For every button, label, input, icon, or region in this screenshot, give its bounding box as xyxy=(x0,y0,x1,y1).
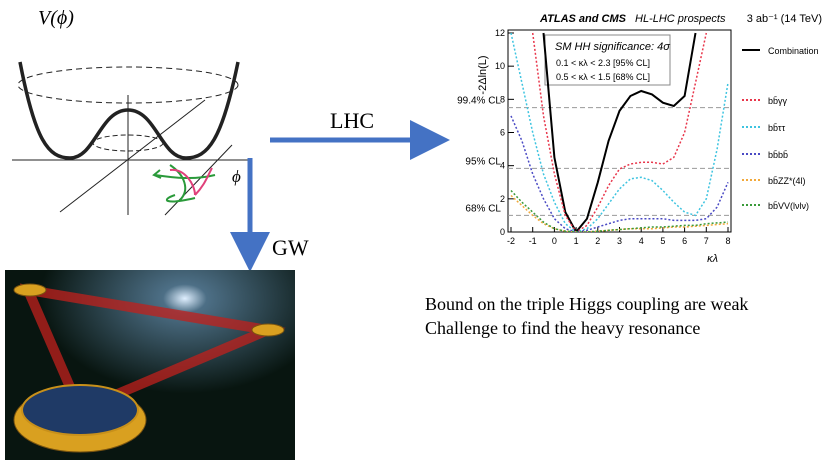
annotation: SM HH significance: 4σ xyxy=(555,41,670,53)
x-tick-label: -2 xyxy=(507,236,515,246)
x-axis-label: κλ xyxy=(707,253,718,265)
arrow-label: GW xyxy=(272,235,309,260)
potential-label: V(ϕ) xyxy=(38,7,74,29)
potential-curve xyxy=(20,62,238,158)
legend-label: Combination xyxy=(768,46,819,56)
x-tick-label: 5 xyxy=(660,236,665,246)
threshold-label: 95% CL xyxy=(465,156,501,167)
x-tick-label: 8 xyxy=(725,236,730,246)
x-tick-label: 2 xyxy=(595,236,600,246)
x-tick-label: 7 xyxy=(704,236,709,246)
legend-label: bb̄bb̄ xyxy=(768,150,788,160)
field-label: ϕ xyxy=(232,167,241,186)
series-line xyxy=(511,196,728,233)
annotation: 0.1 < κλ < 2.3 [95% CL] xyxy=(556,58,650,68)
legend-label: bb̄ZZ*(4l) xyxy=(768,176,806,186)
lisa-image xyxy=(5,270,295,460)
x-tick-label: 3 xyxy=(617,236,622,246)
luminosity: 3 ab⁻¹ (14 TeV) xyxy=(747,13,822,25)
y-tick-label: 4 xyxy=(500,161,505,171)
x-tick-label: 1 xyxy=(574,236,579,246)
threshold-label: 99.4% CL xyxy=(457,96,501,107)
spacecraft xyxy=(14,284,46,296)
y-tick-label: 12 xyxy=(495,28,505,38)
note: Challenge to find the heavy resonance xyxy=(425,318,700,338)
spacecraft xyxy=(252,324,284,336)
y-tick-label: 10 xyxy=(495,61,505,71)
legend-label: bb̄γγ xyxy=(768,96,788,106)
arrow-label: LHC xyxy=(330,108,374,133)
y-axis-label: -2Δln(L) xyxy=(477,55,489,94)
potential-sketch: V(ϕ) ϕ xyxy=(12,7,250,215)
slide: V(ϕ) ϕ LHC GW Bound on the triple Higgs … xyxy=(0,0,825,460)
y-tick-label: 0 xyxy=(500,227,505,237)
threshold-label: 68% CL xyxy=(465,203,501,214)
x-tick-label: 4 xyxy=(639,236,644,246)
legend-label: bb̄VV(lνlν) xyxy=(768,201,809,211)
annotation: 0.5 < κλ < 1.5 [68% CL] xyxy=(556,72,650,82)
y-tick-label: 2 xyxy=(500,194,505,204)
y-tick-label: 8 xyxy=(500,94,505,104)
x-tick-label: -1 xyxy=(529,236,537,246)
note: Bound on the triple Higgs coupling are w… xyxy=(425,294,748,314)
legend-label: bb̄ττ xyxy=(768,123,786,133)
x-tick-label: 0 xyxy=(552,236,557,246)
chart-title: ATLAS and CMS xyxy=(539,13,627,25)
green-arrow xyxy=(154,170,161,178)
y-tick-label: 6 xyxy=(500,128,505,138)
x-tick-label: 6 xyxy=(682,236,687,246)
chart-subtitle: HL-LHC prospects xyxy=(635,13,726,25)
solar-panel xyxy=(22,385,138,435)
